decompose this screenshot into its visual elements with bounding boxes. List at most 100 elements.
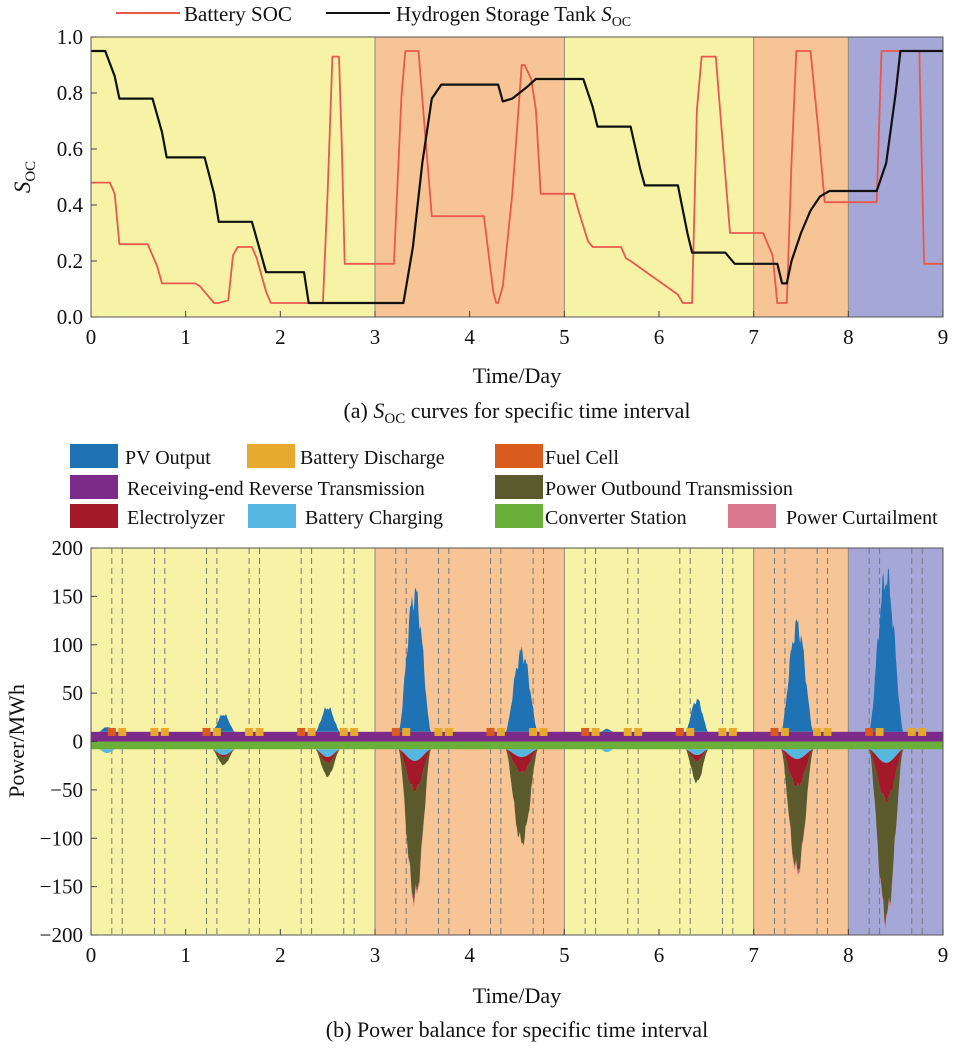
legend-swatch: [495, 444, 543, 468]
fuel-cell-mark: [202, 727, 211, 736]
y-tick-label: 100: [52, 633, 84, 657]
battery-discharge-mark: [907, 727, 916, 736]
legend-swatch: [248, 504, 296, 528]
y-tick-label: 0: [73, 730, 84, 754]
x-axis-label: Time/Day: [473, 983, 561, 1008]
axis-ticks: 0 1 2 3 4 5 6 7 8 9 0.0 0.2 0.4 0.6 0.8 1.0: [57, 25, 949, 349]
x-tick-label: 0: [86, 943, 97, 967]
fuel-cell-mark: [391, 727, 400, 736]
time-band: [848, 37, 943, 317]
outbound-transmission-area: [91, 749, 943, 927]
battery-discharge-mark: [160, 727, 169, 736]
battery-discharge-mark: [444, 727, 453, 736]
electrolyzer-area: [91, 749, 943, 804]
x-tick-label: 1: [180, 943, 191, 967]
x-axis-label: Time/Day: [473, 363, 561, 388]
fuel-cell-mark: [865, 727, 874, 736]
x-tick-label: 7: [748, 943, 759, 967]
battery-discharge-mark: [875, 727, 884, 736]
legend-label: Converter Station: [545, 507, 687, 529]
battery-discharge-mark: [780, 727, 789, 736]
battery-discharge-mark: [634, 727, 643, 736]
battery-discharge-mark: [350, 727, 359, 736]
fuel-cell-mark: [675, 727, 684, 736]
y-tick-label: 150: [52, 584, 84, 608]
pv-output-area: [91, 567, 943, 732]
battery-discharge-mark: [539, 727, 548, 736]
legend-swatch: [495, 475, 543, 499]
battery-discharge-mark: [623, 727, 632, 736]
soc-chart: 0 1 2 3 4 5 6 7 8 9 0.0 0.2 0.4 0.6 0.8 1.0 Battery SOC…: [10, 2, 948, 427]
time-bands: [91, 37, 943, 317]
fuel-cell-mark: [297, 727, 306, 736]
x-tick-label: 3: [370, 943, 381, 967]
x-tick-label: 4: [464, 325, 475, 349]
battery-charging-area: [91, 749, 943, 763]
x-tick-label: 3: [370, 325, 381, 349]
battery-discharge-mark: [118, 727, 127, 736]
battery-discharge-mark: [150, 727, 159, 736]
legend-label: Fuel Cell: [545, 447, 619, 469]
caption: (a) SOC curves for specific time interva…: [343, 398, 690, 427]
axis-ticks: 0 1 2 3 4 5 6 7 8 9 −200 −150 −100 −50 0 50 100 150 200: [40, 536, 949, 967]
x-tick-label: 4: [464, 943, 475, 967]
caption: (b) Power balance for specific time inte…: [326, 1017, 708, 1042]
y-tick-label: 1.0: [57, 25, 83, 49]
x-tick-label: 9: [938, 325, 949, 349]
x-tick-label: 0: [86, 325, 97, 349]
x-tick-label: 1: [180, 325, 191, 349]
legend-label: Power Curtailment: [786, 507, 938, 529]
series-lines: [91, 49, 943, 305]
y-tick-label: 0.2: [57, 249, 83, 273]
battery-discharge-mark: [402, 727, 411, 736]
y-tick-label: 0.6: [57, 137, 83, 161]
battery-discharge-mark: [591, 727, 600, 736]
fuel-cell-mark: [581, 727, 590, 736]
legend-swatch: [70, 504, 118, 528]
y-tick-label: −200: [40, 923, 83, 947]
battery-discharge-mark: [823, 727, 832, 736]
converter-station-band: [91, 741, 943, 750]
battery-discharge-mark: [245, 727, 254, 736]
legend-label: Electrolyzer: [127, 507, 225, 529]
power-balance-chart: PV Output Battery Discharge Fuel Cell Recei…: [4, 444, 948, 1042]
x-tick-label: 8: [843, 943, 854, 967]
battery-discharge-mark: [728, 727, 737, 736]
legend-label: Power Outbound Transmission: [545, 478, 793, 500]
battery-discharge-mark: [307, 727, 316, 736]
x-tick-label: 6: [654, 325, 665, 349]
fuel-cell-mark: [770, 727, 779, 736]
y-tick-label: −150: [40, 875, 83, 899]
legend-label: Receiving-end Reverse Transmission: [127, 478, 425, 500]
legend-label: Battery Charging: [305, 507, 443, 529]
x-tick-label: 9: [938, 943, 949, 967]
legend-label: Battery Discharge: [300, 447, 445, 469]
x-tick-label: 2: [275, 325, 286, 349]
battery-discharge-mark: [339, 727, 348, 736]
time-band: [753, 37, 849, 317]
fuel-cell-mark: [107, 727, 116, 736]
legend-label-battery: Battery SOC: [184, 2, 292, 26]
x-tick-label: 8: [843, 325, 854, 349]
x-tick-label: 7: [748, 325, 759, 349]
y-tick-label: 0.4: [57, 193, 84, 217]
x-tick-label: 6: [654, 943, 665, 967]
receiving-reverse-band: [91, 731, 943, 742]
y-axis-label: SOC: [10, 161, 39, 193]
stacked-areas: [91, 567, 943, 930]
x-tick-label: 5: [559, 943, 570, 967]
y-tick-label: −50: [50, 778, 83, 802]
legend-swatch: [70, 475, 118, 499]
legend-swatch: [728, 504, 776, 528]
legend-label: PV Output: [125, 447, 211, 469]
x-tick-label: 5: [559, 325, 570, 349]
y-tick-label: 0.8: [57, 81, 83, 105]
battery-discharge-mark: [434, 727, 443, 736]
plot-frame: [90, 36, 944, 318]
battery-discharge-mark: [212, 727, 221, 736]
battery-discharge-mark: [813, 727, 822, 736]
battery-discharge-mark: [529, 727, 538, 736]
legend-label-hydrogen: Hydrogen Storage Tank SOC: [396, 2, 631, 30]
battery-discharge-mark: [255, 727, 264, 736]
